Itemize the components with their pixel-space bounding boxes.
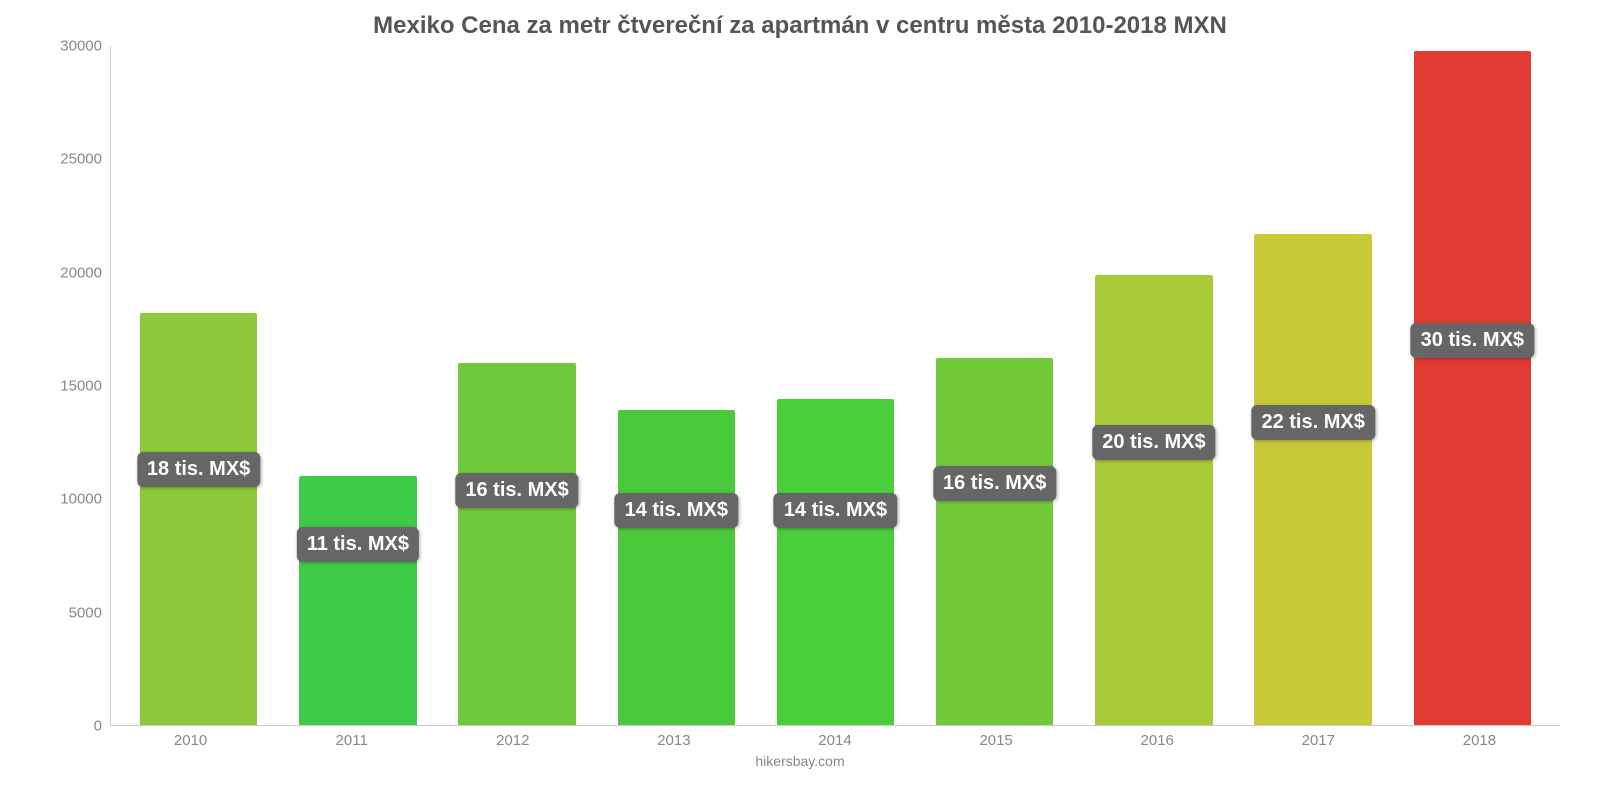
bar bbox=[618, 410, 735, 725]
bar bbox=[458, 363, 575, 725]
bar-column: 20 tis. MX$ bbox=[1074, 46, 1233, 725]
y-tick-label: 15000 bbox=[60, 378, 102, 395]
bar bbox=[777, 399, 894, 725]
x-tick-label: 2013 bbox=[593, 726, 754, 749]
bar-column: 18 tis. MX$ bbox=[119, 46, 278, 725]
bar bbox=[1095, 275, 1212, 725]
bar-chart: Mexiko Cena za metr čtvereční za apartmá… bbox=[0, 0, 1600, 800]
x-tick-label: 2011 bbox=[271, 726, 432, 749]
bar bbox=[1414, 51, 1531, 725]
x-tick-label: 2017 bbox=[1238, 726, 1399, 749]
plot-area: 18 tis. MX$ 11 tis. MX$ 16 tis. MX$ 14 tis.… bbox=[110, 46, 1560, 726]
x-tick-label: 2016 bbox=[1077, 726, 1238, 749]
y-tick-label: 30000 bbox=[60, 38, 102, 55]
x-tick-label: 2015 bbox=[916, 726, 1077, 749]
bar-column: 11 tis. MX$ bbox=[278, 46, 437, 725]
x-tick-label: 2014 bbox=[754, 726, 915, 749]
y-tick-label: 10000 bbox=[60, 491, 102, 508]
bar-column: 14 tis. MX$ bbox=[756, 46, 915, 725]
chart-title: Mexiko Cena za metr čtvereční za apartmá… bbox=[40, 12, 1560, 40]
y-tick-label: 20000 bbox=[60, 264, 102, 281]
bar-column: 16 tis. MX$ bbox=[437, 46, 596, 725]
bar bbox=[299, 476, 416, 725]
bar bbox=[140, 313, 257, 725]
x-tick-label: 2012 bbox=[432, 726, 593, 749]
x-tick-label: 2018 bbox=[1399, 726, 1560, 749]
bar-column: 14 tis. MX$ bbox=[597, 46, 756, 725]
bar-value-label: 11 tis. MX$ bbox=[297, 527, 419, 562]
bar-value-label: 30 tis. MX$ bbox=[1411, 323, 1534, 358]
bar-value-label: 14 tis. MX$ bbox=[774, 493, 897, 528]
bar-column: 16 tis. MX$ bbox=[915, 46, 1074, 725]
y-tick-label: 5000 bbox=[69, 604, 102, 621]
plot-row: 050001000015000200002500030000 18 tis. M… bbox=[40, 46, 1560, 726]
bar-column: 22 tis. MX$ bbox=[1234, 46, 1393, 725]
bar-value-label: 14 tis. MX$ bbox=[615, 493, 738, 528]
x-tick-label: 2010 bbox=[110, 726, 271, 749]
bar-value-label: 20 tis. MX$ bbox=[1092, 425, 1215, 460]
bar-column: 30 tis. MX$ bbox=[1393, 46, 1552, 725]
bar-value-label: 16 tis. MX$ bbox=[455, 473, 578, 508]
chart-source: hikersbay.com bbox=[40, 753, 1560, 769]
bar bbox=[1254, 234, 1371, 725]
y-axis: 050001000015000200002500030000 bbox=[40, 46, 110, 726]
y-tick-label: 0 bbox=[94, 718, 102, 735]
bar-value-label: 18 tis. MX$ bbox=[137, 452, 260, 487]
y-tick-label: 25000 bbox=[60, 151, 102, 168]
x-axis: 201020112012201320142015201620172018 bbox=[110, 726, 1560, 749]
bar-value-label: 16 tis. MX$ bbox=[933, 466, 1056, 501]
bar bbox=[936, 358, 1053, 725]
bar-value-label: 22 tis. MX$ bbox=[1251, 405, 1374, 440]
bars-container: 18 tis. MX$ 11 tis. MX$ 16 tis. MX$ 14 tis.… bbox=[111, 46, 1560, 725]
